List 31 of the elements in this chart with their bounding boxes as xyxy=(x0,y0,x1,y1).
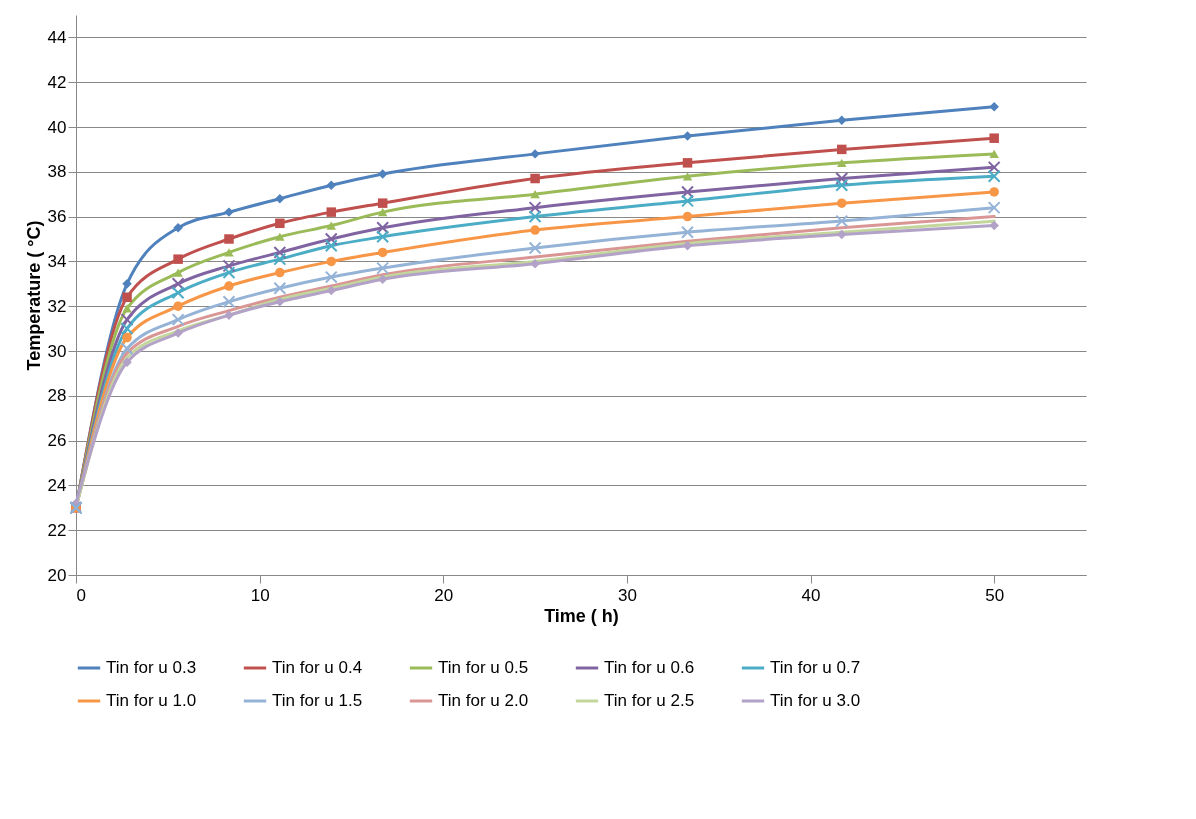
x-tick-label: 10 xyxy=(250,585,270,605)
y-tick-label: 38 xyxy=(47,162,67,182)
x-tick-label: 40 xyxy=(801,585,821,605)
y-tick-label: 28 xyxy=(47,386,67,406)
legend-label: Tin for u 1.5 xyxy=(272,691,363,710)
legend-label: Tin for u 0.4 xyxy=(272,658,363,677)
x-axis-title: Time ( h) xyxy=(544,605,619,626)
y-tick-label: 20 xyxy=(47,565,67,585)
y-tick-label: 32 xyxy=(47,296,67,316)
x-tick-label: 0 xyxy=(76,585,86,605)
legend-label: Tin for u 1.0 xyxy=(106,691,197,710)
y-tick-label: 36 xyxy=(47,207,67,227)
legend-label: Tin for u 2.5 xyxy=(604,691,695,710)
legend-label: Tin for u 0.5 xyxy=(438,658,529,677)
legend-label: Tin for u 2.0 xyxy=(438,691,529,710)
y-tick-label: 40 xyxy=(47,117,67,137)
x-tick-label: 30 xyxy=(617,585,637,605)
y-tick-label: 34 xyxy=(47,251,67,271)
y-tick-label: 30 xyxy=(47,341,67,361)
y-tick-label: 26 xyxy=(47,431,67,451)
legend-label: Tin for u 3.0 xyxy=(770,691,861,710)
legend-label: Tin for u 0.3 xyxy=(106,658,197,677)
y-tick-label: 42 xyxy=(47,72,67,92)
y-tick-label: 44 xyxy=(47,27,67,47)
legend-label: Tin for u 0.7 xyxy=(770,658,861,677)
x-tick-label: 20 xyxy=(434,585,454,605)
y-tick-label: 24 xyxy=(47,475,67,495)
legend-label: Tin for u 0.6 xyxy=(604,658,695,677)
y-axis-title: Temperature ( °C) xyxy=(23,220,44,371)
x-tick-label: 50 xyxy=(985,585,1005,605)
y-tick-label: 22 xyxy=(47,520,67,540)
